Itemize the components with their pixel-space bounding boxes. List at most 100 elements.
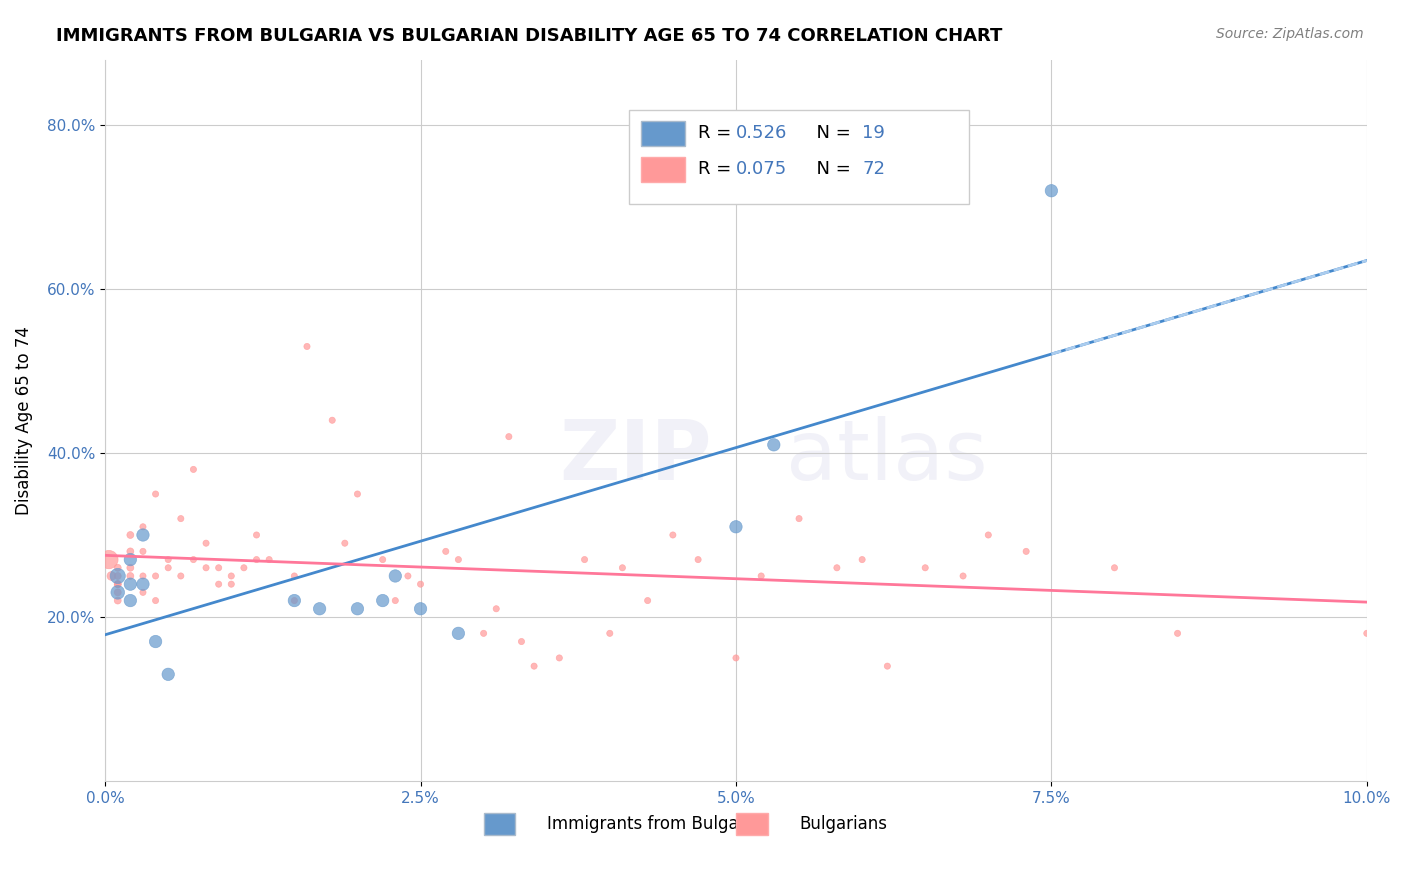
Point (145, 487, 167, 501)
Point (132, 520, 155, 534)
Point (1015, 544, 1038, 558)
Text: atlas: atlas (786, 416, 988, 497)
Point (523, 659, 546, 673)
Point (283, 593, 305, 607)
Point (688, 552, 710, 566)
Point (1167, 626, 1189, 640)
Point (384, 569, 406, 583)
Point (145, 634, 167, 648)
Text: Immigrants from Bulgaria: Immigrants from Bulgaria (547, 815, 761, 833)
Y-axis label: Disability Age 65 to 74: Disability Age 65 to 74 (15, 326, 32, 515)
Point (371, 593, 394, 607)
Point (825, 561, 848, 575)
Text: R =: R = (699, 161, 737, 178)
Point (574, 552, 596, 566)
Point (120, 569, 142, 583)
Text: N =: N = (806, 124, 856, 142)
Point (787, 511, 810, 525)
Point (157, 561, 180, 575)
Point (637, 593, 659, 607)
Point (977, 528, 1000, 542)
Point (283, 593, 305, 607)
Point (107, 569, 129, 583)
Bar (641, 121, 686, 146)
Point (120, 577, 142, 591)
Text: 0.075: 0.075 (735, 161, 787, 178)
Point (100, 569, 122, 583)
Point (107, 569, 129, 583)
Point (132, 569, 155, 583)
Point (183, 462, 205, 476)
Point (245, 528, 267, 542)
Point (132, 544, 155, 558)
Point (107, 577, 129, 591)
Point (485, 601, 508, 615)
Point (662, 528, 685, 542)
Point (1355, 626, 1378, 640)
Point (120, 544, 142, 558)
Point (724, 651, 747, 665)
Point (208, 577, 231, 591)
Point (434, 544, 457, 558)
Point (612, 561, 634, 575)
Point (245, 552, 267, 566)
Text: R =: R = (699, 124, 737, 142)
Text: Bulgarians: Bulgarians (799, 815, 887, 833)
Point (346, 601, 368, 615)
Point (498, 430, 520, 444)
Text: N =: N = (806, 161, 856, 178)
Point (120, 552, 142, 566)
Point (851, 552, 873, 566)
Text: IMMIGRANTS FROM BULGARIA VS BULGARIAN DISABILITY AGE 65 TO 74 CORRELATION CHART: IMMIGRANTS FROM BULGARIA VS BULGARIAN DI… (56, 27, 1002, 45)
Bar (641, 157, 686, 182)
Point (409, 577, 432, 591)
Point (396, 569, 419, 583)
Point (510, 634, 533, 648)
Point (295, 339, 318, 353)
Point (321, 413, 343, 427)
Bar (484, 814, 515, 835)
Point (195, 561, 218, 575)
Text: Source: ZipAtlas.com: Source: ZipAtlas.com (1216, 27, 1364, 41)
Point (219, 577, 242, 591)
Point (1040, 184, 1063, 198)
Point (208, 561, 231, 575)
Point (876, 659, 898, 673)
Point (283, 569, 305, 583)
Point (145, 593, 167, 607)
Point (724, 520, 747, 534)
Point (120, 528, 142, 542)
Point (157, 552, 180, 566)
Point (219, 569, 242, 583)
Point (132, 585, 155, 599)
Bar (735, 814, 768, 835)
Point (447, 552, 470, 566)
Point (232, 561, 254, 575)
Point (447, 626, 470, 640)
Point (107, 561, 129, 575)
Point (107, 593, 129, 607)
Point (749, 569, 772, 583)
Point (132, 577, 155, 591)
Point (157, 667, 180, 681)
Point (107, 585, 129, 599)
Point (384, 593, 406, 607)
Point (170, 511, 193, 525)
Point (308, 601, 330, 615)
Point (107, 577, 129, 591)
Point (195, 536, 218, 550)
Point (170, 569, 193, 583)
Point (762, 438, 785, 452)
Point (1104, 561, 1126, 575)
Text: 72: 72 (862, 161, 886, 178)
Point (952, 569, 974, 583)
Point (472, 626, 495, 640)
Point (145, 569, 167, 583)
Text: 0.526: 0.526 (735, 124, 787, 142)
Point (333, 536, 356, 550)
Point (548, 651, 571, 665)
Point (914, 561, 936, 575)
Point (120, 593, 142, 607)
Point (599, 626, 621, 640)
Point (371, 552, 394, 566)
